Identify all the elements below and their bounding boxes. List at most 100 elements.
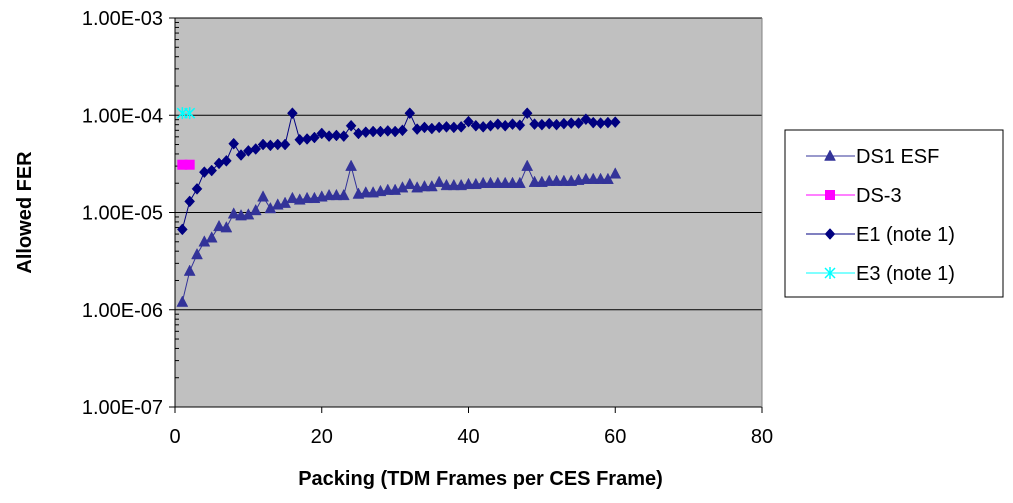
data-point-2-8 [235, 149, 247, 161]
data-point-2-43 [492, 118, 504, 131]
data-point-2-47 [521, 107, 533, 120]
series-3 [176, 107, 196, 120]
data-point-0-55 [579, 172, 592, 184]
legend-label-2: E1 (note 1) [856, 224, 955, 246]
data-point-0-36 [440, 178, 453, 191]
data-point-0-56 [587, 172, 600, 184]
x-tick-label-2: 40 [457, 426, 479, 448]
data-point-0-6 [220, 221, 233, 233]
data-point-0-23 [345, 159, 358, 171]
data-point-1-0 [177, 159, 188, 170]
data-point-0-59 [609, 167, 622, 179]
data-point-2-30 [397, 124, 408, 137]
data-point-2-10 [250, 143, 262, 155]
data-point-2-4 [206, 164, 218, 177]
axes [169, 17, 763, 413]
data-point-0-57 [594, 172, 607, 184]
data-point-0-37 [447, 178, 460, 191]
data-point-3-1 [184, 107, 196, 120]
legend-marker-0 [824, 149, 836, 161]
data-point-0-42 [484, 176, 497, 188]
legend-label-0: DS1 ESF [856, 146, 939, 168]
data-point-0-10 [249, 203, 262, 216]
data-point-2-45 [507, 118, 518, 131]
x-tick-label-1: 20 [311, 426, 333, 448]
y-tick-label-2: 1.00E-05 [82, 203, 163, 225]
data-point-0-47 [521, 159, 534, 171]
x-tick-label-0: 0 [169, 426, 180, 448]
data-point-0-2 [191, 247, 203, 260]
legend-label-1: DS-3 [856, 185, 902, 207]
data-point-2-14 [279, 138, 291, 151]
data-point-0-11 [257, 190, 269, 202]
data-point-2-1 [184, 195, 196, 208]
legend-label-3: E3 (note 1) [856, 263, 955, 285]
data-point-2-0 [176, 223, 188, 236]
data-point-0-1 [183, 264, 196, 276]
legend-marker-3 [824, 267, 836, 279]
data-point-2-11 [257, 138, 269, 151]
data-point-2-53 [565, 117, 577, 129]
data-point-2-2 [191, 182, 203, 195]
data-point-0-15 [286, 191, 299, 204]
data-point-0-33 [418, 179, 431, 192]
data-point-1-1 [184, 159, 195, 170]
data-point-2-26 [367, 125, 379, 138]
data-point-0-50 [543, 174, 556, 186]
y-tick-label-0: 1.00E-07 [82, 397, 163, 419]
legend-marker-2 [824, 228, 836, 240]
series-layer [176, 107, 622, 307]
data-point-0-22 [337, 188, 350, 201]
y-tick-label-4: 1.00E-03 [82, 8, 163, 30]
data-point-2-56 [587, 116, 599, 129]
tick-labels: 1.00E-07 1.00E-06 1.00E-05 1.00E-04 1.00E-03… [82, 8, 773, 448]
series-2 [176, 107, 621, 236]
data-point-2-21 [331, 129, 342, 142]
legend-box [784, 129, 1004, 298]
data-point-2-23 [345, 119, 357, 132]
data-point-0-4 [205, 231, 218, 243]
data-point-2-55 [580, 113, 592, 126]
data-point-0-48 [528, 175, 541, 187]
data-point-0-7 [227, 207, 240, 219]
data-point-2-13 [272, 138, 284, 151]
data-point-0-0 [176, 295, 189, 307]
data-point-0-25 [359, 186, 372, 198]
data-point-2-18 [309, 131, 320, 144]
data-point-2-48 [529, 118, 540, 131]
x-tick-label-3: 60 [604, 426, 626, 448]
data-point-2-46 [514, 119, 526, 132]
data-point-0-17 [301, 191, 313, 204]
data-point-0-21 [330, 188, 343, 201]
y-tick-label-1: 1.00E-06 [82, 300, 163, 322]
data-point-0-41 [477, 176, 490, 188]
data-point-2-38 [455, 120, 467, 133]
data-point-2-50 [543, 117, 555, 130]
data-point-0-51 [550, 174, 563, 186]
data-point-0-31 [403, 177, 416, 190]
data-point-2-6 [221, 154, 232, 167]
data-point-2-39 [463, 115, 474, 128]
data-point-0-44 [499, 176, 512, 188]
data-point-0-39 [462, 177, 475, 190]
series-0 [176, 159, 622, 307]
legend-marker-1 [825, 190, 835, 200]
y-axis-title: Allowed FER [14, 151, 36, 274]
data-point-0-35 [433, 175, 446, 187]
legend: DS1 ESF DS-3 E1 (note 1) E3 (note 1) [784, 129, 1004, 298]
data-point-2-59 [609, 116, 621, 128]
data-point-2-15 [287, 107, 298, 120]
data-point-2-33 [419, 121, 430, 134]
data-point-0-45 [506, 176, 519, 188]
series-1 [177, 159, 195, 170]
data-point-2-22 [338, 130, 350, 142]
y-tick-label-3: 1.00E-04 [82, 105, 163, 127]
data-point-0-5 [213, 219, 225, 232]
x-axis-title: Packing (TDM Frames per CES Frame) [298, 468, 663, 490]
data-point-2-7 [228, 137, 240, 150]
data-point-0-28 [381, 183, 394, 195]
data-point-2-28 [382, 125, 394, 137]
data-point-0-20 [323, 188, 336, 201]
data-point-2-40 [470, 119, 482, 132]
